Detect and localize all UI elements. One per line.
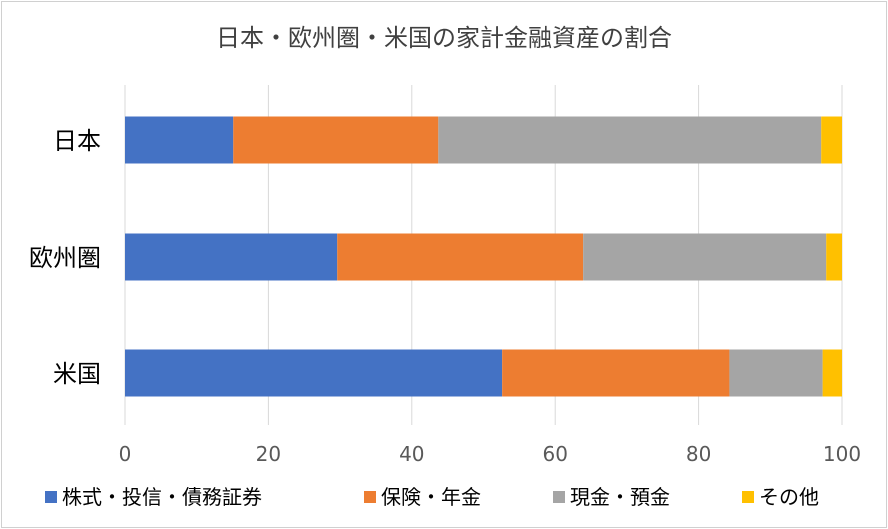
legend-item[interactable]: 現金・預金 [553, 485, 670, 509]
legend-label: 保険・年金 [381, 485, 481, 509]
x-tick-label: 0 [119, 442, 132, 466]
x-tick-labels: 0 20 40 60 80 100 [119, 442, 861, 466]
legend[interactable]: 株式・投信・債務証券 保険・年金 現金・預金 その他 [45, 485, 819, 509]
bar-segment-3-4[interactable] [822, 349, 842, 397]
bars-layer [125, 116, 842, 397]
x-tick-label: 60 [542, 442, 567, 466]
bar-segment-1-2[interactable] [233, 116, 439, 164]
legend-swatch [742, 491, 754, 503]
x-tick-label: 20 [256, 442, 281, 466]
bar-segment-2-1[interactable] [125, 233, 338, 281]
legend-label: その他 [759, 485, 819, 509]
bar-segment-3-3[interactable] [729, 349, 823, 397]
bar-segment-1-1[interactable] [125, 116, 234, 164]
category-label: 日本 [53, 127, 101, 155]
legend-swatch [364, 491, 376, 503]
legend-item[interactable]: その他 [742, 485, 819, 509]
chart-title: 日本・欧州圏・米国の家計金融資産の割合 [216, 24, 672, 52]
legend-item[interactable]: 保険・年金 [364, 485, 481, 509]
bar-segment-1-3[interactable] [438, 116, 822, 164]
category-label: 欧州圏 [29, 244, 101, 272]
bar-segment-3-2[interactable] [502, 349, 730, 397]
legend-item[interactable]: 株式・投信・債務証券 [45, 485, 262, 509]
legend-label: 現金・預金 [570, 485, 670, 509]
category-label: 米国 [53, 360, 101, 388]
bar-segment-3-1[interactable] [125, 349, 503, 397]
x-tick-label: 100 [823, 442, 861, 466]
bar-segment-1-4[interactable] [821, 116, 842, 164]
bar-segment-2-3[interactable] [583, 233, 827, 281]
x-tick-label: 80 [686, 442, 711, 466]
bar-segment-2-2[interactable] [337, 233, 584, 281]
legend-swatch [45, 491, 57, 503]
legend-swatch [553, 491, 565, 503]
legend-label: 株式・投信・債務証券 [62, 485, 262, 509]
x-tick-label: 40 [399, 442, 424, 466]
bar-segment-2-4[interactable] [826, 233, 842, 281]
